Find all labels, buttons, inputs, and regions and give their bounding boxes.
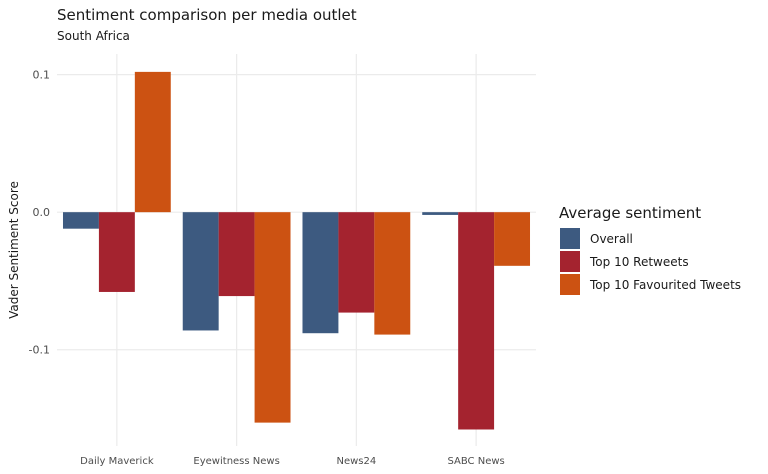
legend-key [560, 251, 580, 272]
x-tick-label: News24 [337, 456, 377, 467]
bar [302, 212, 339, 334]
legend-key [560, 228, 580, 249]
y-tick-label: 0.0 [33, 206, 51, 219]
bar [374, 212, 411, 335]
bar [494, 212, 531, 266]
bars-layer [62, 71, 531, 430]
legend-label: Top 10 Favourited Tweets [589, 278, 741, 292]
bar [134, 71, 171, 213]
bar [98, 212, 135, 292]
y-tick-label: 0.1 [33, 69, 51, 82]
x-axis-ticks: Daily Maverick Eyewitness News News24 SABC … [80, 456, 505, 467]
bar [338, 212, 375, 313]
x-tick-label: Eyewitness News [193, 456, 279, 467]
legend: Average sentiment Overall Top 10 Retweets… [559, 204, 741, 295]
chart-title: Sentiment comparison per media outlet [57, 6, 357, 24]
legend-key [560, 274, 580, 295]
bar [422, 212, 459, 215]
x-tick-label: Daily Maverick [80, 456, 154, 467]
chart-subtitle: South Africa [57, 29, 130, 43]
x-tick-label: SABC News [448, 456, 505, 467]
y-axis-label: Vader Sentiment Score [7, 181, 21, 319]
bar [182, 212, 219, 331]
bar [254, 212, 291, 423]
legend-label: Overall [590, 232, 633, 246]
y-tick-label: -0.1 [29, 344, 50, 357]
bar [458, 212, 495, 430]
bar [62, 212, 99, 229]
legend-label: Top 10 Retweets [589, 255, 689, 269]
legend-title: Average sentiment [559, 204, 701, 222]
y-axis-ticks: 0.1 0.0 -0.1 [29, 69, 50, 357]
bar [218, 212, 255, 297]
